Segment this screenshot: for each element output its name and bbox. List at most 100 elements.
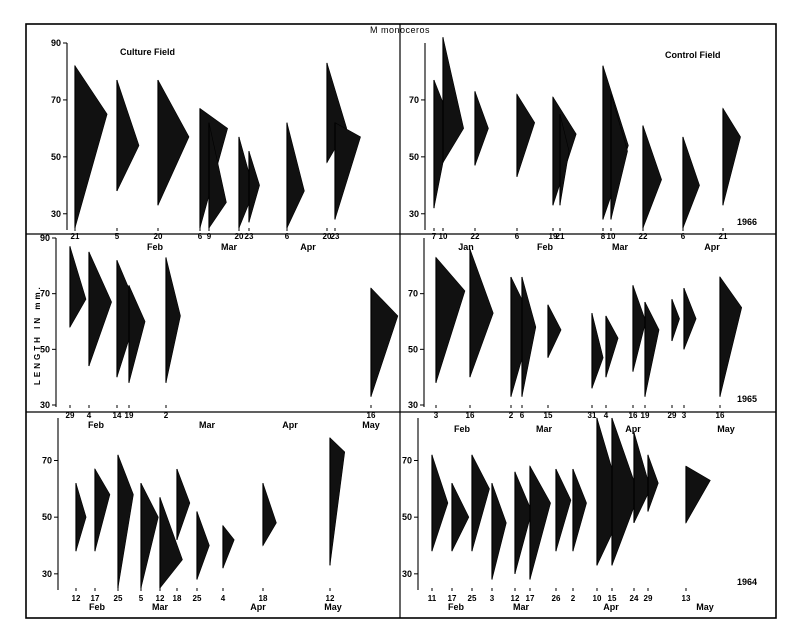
x-tick-label: 22 <box>639 232 648 241</box>
x-tick-label: 2 <box>509 411 514 420</box>
x-tick-label: 15 <box>544 411 553 420</box>
x-tick-label: 17 <box>448 594 457 603</box>
kite-control-1965-6 <box>521 276 537 397</box>
kite-control-1964-17 <box>529 465 551 580</box>
kite-control-1966-6 <box>682 136 700 229</box>
month-label: Jan <box>458 242 474 252</box>
kite-control-1965-16 <box>469 249 494 378</box>
x-tick-label: 20 <box>154 232 163 241</box>
kite-control-1964-3 <box>491 483 507 580</box>
x-tick-label: 12 <box>326 594 335 603</box>
month-label: May <box>717 424 735 434</box>
x-tick-label: 18 <box>173 594 182 603</box>
x-tick-label: 6 <box>285 232 290 241</box>
x-tick-label: 16 <box>629 411 638 420</box>
x-tick-label: 21 <box>556 232 565 241</box>
y-tick-label: 70 <box>40 289 50 299</box>
month-label: Mar <box>513 602 530 612</box>
kite-control-1966-22 <box>642 125 662 229</box>
year-label: 1964 <box>737 577 757 587</box>
kite-culture-1965-19 <box>128 285 146 383</box>
month-label: Mar <box>612 242 629 252</box>
x-tick-label: 23 <box>331 232 340 241</box>
x-tick-label: 29 <box>644 594 653 603</box>
y-axis-label: LENGTH IN mm. <box>33 284 42 385</box>
month-label: Feb <box>454 424 471 434</box>
kite-culture-1964-25 <box>117 454 134 589</box>
kite-control-1966-22 <box>474 91 489 166</box>
x-tick-label: 29 <box>66 411 75 420</box>
month-label: Apr <box>603 602 619 612</box>
x-tick-label: 22 <box>471 232 480 241</box>
x-tick-label: 16 <box>716 411 725 420</box>
x-tick-label: 19 <box>549 232 558 241</box>
month-label: May <box>324 602 342 612</box>
y-tick-label: 30 <box>402 569 412 579</box>
y-tick-label: 70 <box>408 289 418 299</box>
year-label: 1966 <box>737 217 757 227</box>
panel-culture-1964: 30 50 70 12 17 25 5 12 18 25 4 18 12 Feb Mar Apr May <box>42 418 346 612</box>
kite-control-1965-3 <box>683 287 697 350</box>
kite-culture-1966-23 <box>334 122 361 220</box>
month-label: Mar <box>199 420 216 430</box>
x-tick-label: 5 <box>139 594 144 603</box>
kite-control-1964-12 <box>514 471 533 574</box>
kite-culture-1966-5 <box>116 79 140 192</box>
x-tick-label: 3 <box>434 411 439 420</box>
y-tick-label: 30 <box>408 400 418 410</box>
kite-control-1964-29 <box>647 454 659 512</box>
kite-control-1964-26 <box>555 468 572 552</box>
kite-culture-1966-20 <box>157 79 190 206</box>
year-label: 1965 <box>737 394 757 404</box>
month-label: Apr <box>704 242 720 252</box>
x-tick-label: 11 <box>428 594 437 603</box>
month-label: Mar <box>536 424 553 434</box>
x-tick-label: 6 <box>520 411 525 420</box>
x-tick-label: 23 <box>245 232 254 241</box>
x-tick-label: 14 <box>113 411 122 420</box>
x-tick-label: 2 <box>571 594 576 603</box>
x-tick-label: 17 <box>91 594 100 603</box>
x-tick-label: 18 <box>259 594 268 603</box>
x-tick-label: 6 <box>681 232 686 241</box>
x-tick-label: 25 <box>468 594 477 603</box>
y-tick-label: 30 <box>409 209 419 219</box>
x-tick-label: 3 <box>682 411 687 420</box>
kite-control-1966-6 <box>516 93 536 177</box>
x-tick-label: 17 <box>526 594 535 603</box>
y-tick-label: 50 <box>409 152 419 162</box>
kite-control-1965-16 <box>719 276 743 397</box>
kite-culture-1964-18 <box>176 468 191 540</box>
x-tick-label: 6 <box>515 232 520 241</box>
kite-control-1964-13 <box>685 465 711 524</box>
kite-culture-1964-4 <box>222 524 235 569</box>
x-tick-label: 25 <box>114 594 123 603</box>
y-tick-label: 90 <box>40 233 50 243</box>
kite-control-1966-10 <box>442 37 464 164</box>
kite-control-1964-11 <box>431 454 449 552</box>
kite-culture-1966-21 <box>74 64 108 229</box>
kite-culture-1964-12 <box>75 483 87 552</box>
month-label: Feb <box>89 602 106 612</box>
kite-control-1965-31 <box>591 313 604 389</box>
y-tick-label: 50 <box>402 512 412 522</box>
kite-culture-1966-6 <box>286 122 305 229</box>
kite-culture-1964-18 <box>262 483 277 547</box>
x-tick-label: 12 <box>156 594 165 603</box>
month-label: Feb <box>88 420 105 430</box>
kite-culture-1964-17 <box>94 467 111 552</box>
x-tick-label: 12 <box>511 594 520 603</box>
x-tick-label: 16 <box>367 411 376 420</box>
kite-culture-1965-4 <box>88 251 112 367</box>
x-tick-label: 9 <box>207 232 212 241</box>
kite-culture-1965-16 <box>370 287 399 397</box>
kite-culture-1965-29 <box>69 246 87 329</box>
y-tick-label: 30 <box>51 209 61 219</box>
x-tick-label: 2 <box>164 411 169 420</box>
month-label: May <box>696 602 714 612</box>
x-tick-label: 29 <box>668 411 677 420</box>
kite-culture-1964-25 <box>196 511 210 580</box>
y-tick-label: 30 <box>42 569 52 579</box>
